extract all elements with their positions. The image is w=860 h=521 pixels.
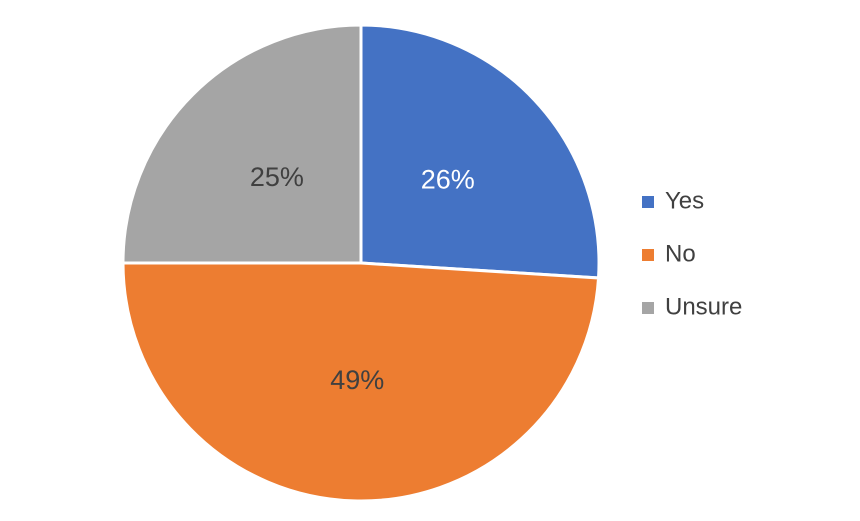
pie-slice [121,23,363,265]
value-label: 49% [330,365,384,395]
legend-swatch [642,249,654,261]
legend-swatch [642,196,654,208]
legend-label: No [665,240,696,267]
value-label: 26% [421,165,475,195]
legend-label: Unsure [665,293,742,320]
legend-label: Yes [665,187,704,214]
legend-swatch [642,302,654,314]
value-label: 25% [250,162,304,192]
pie-slice [121,261,601,503]
pie-slice [359,23,601,280]
